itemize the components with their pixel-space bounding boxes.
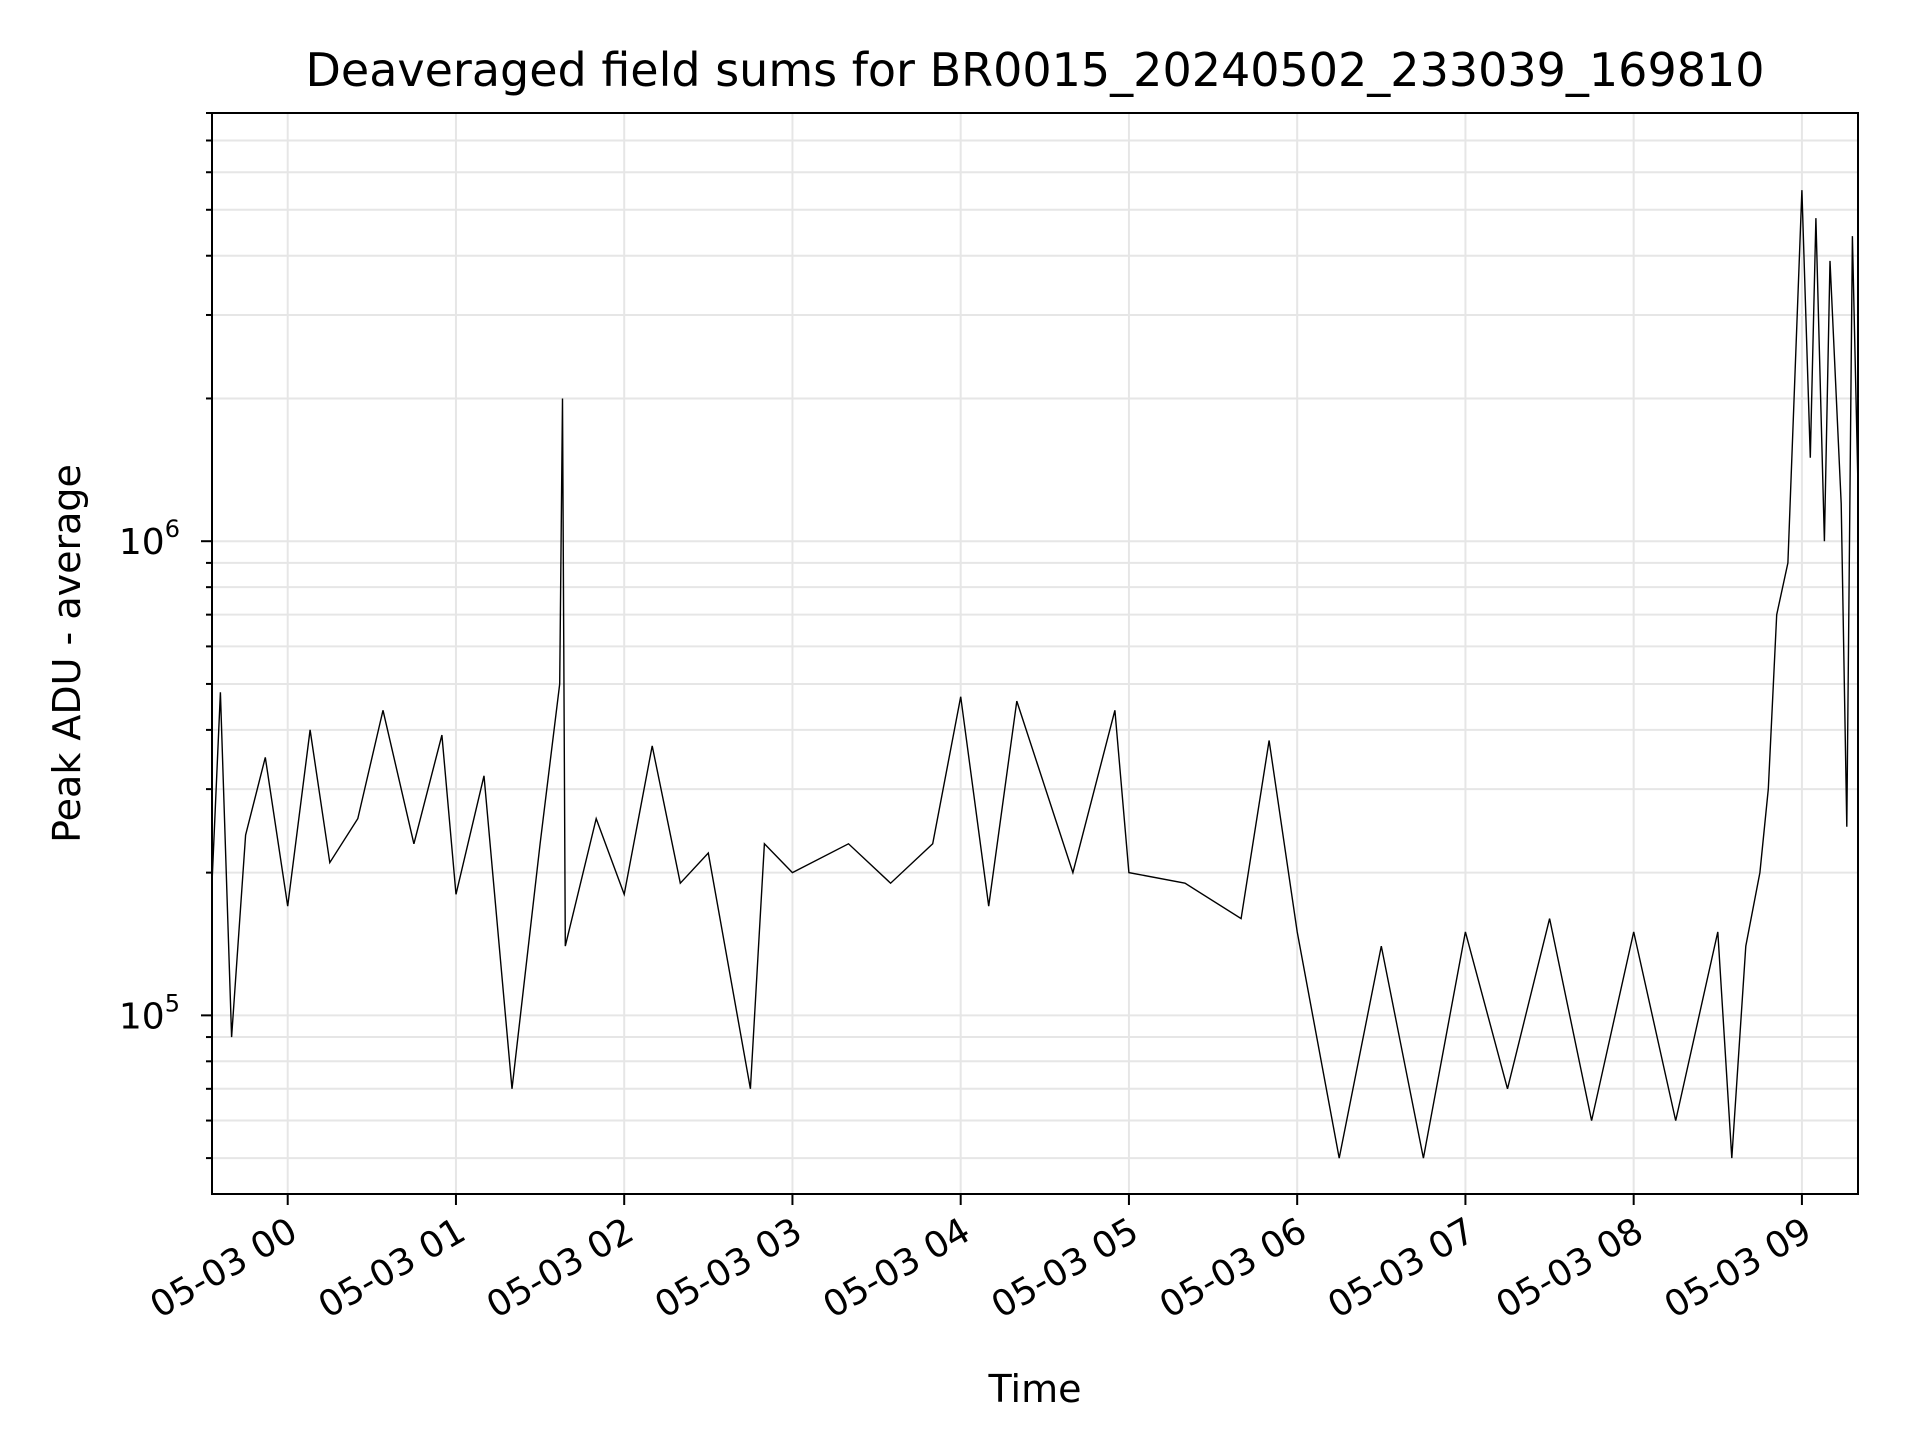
x-axis-label: Time: [988, 1367, 1082, 1411]
plot-frame: [211, 112, 1859, 1195]
y-tick-base: 10: [119, 996, 165, 1037]
y-tick-label: 105: [119, 989, 180, 1037]
y-tick-exponent: 5: [165, 989, 180, 1017]
y-tick-base: 10: [119, 522, 165, 563]
chart-title: Deaveraged field sums for BR0015_2024050…: [305, 43, 1764, 97]
series-layer: [211, 190, 1859, 1159]
y-tick-exponent: 6: [165, 515, 180, 543]
series-line: [211, 190, 1859, 1159]
y-tick-label: 106: [119, 515, 180, 563]
y-axis-label: Peak ADU - average: [45, 464, 89, 843]
